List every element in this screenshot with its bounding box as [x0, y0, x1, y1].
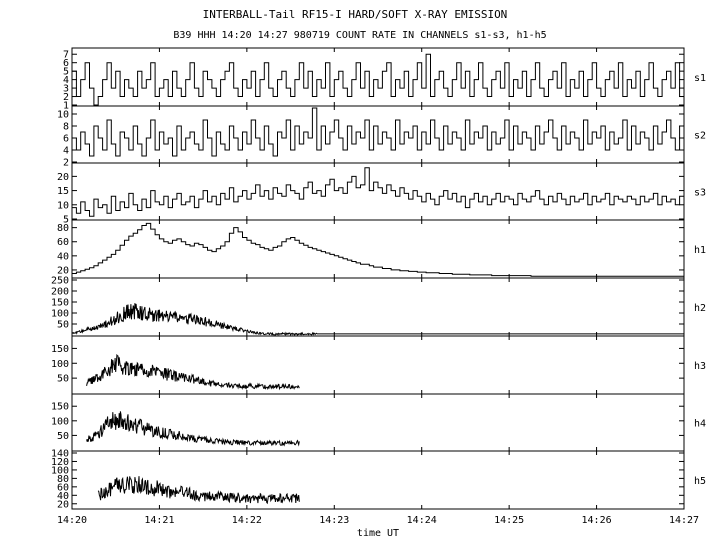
y-tick-label: 20: [57, 265, 69, 276]
y-tick-label: 20: [57, 172, 69, 183]
panel-frame: [71, 219, 685, 279]
channel-label-h3: h3: [694, 361, 706, 372]
channel-label-s3: s3: [694, 188, 706, 199]
series-h4: [86, 411, 300, 447]
y-tick-label: 50: [57, 374, 69, 385]
series-h1: [72, 222, 684, 277]
y-tick-label: 140: [51, 449, 69, 460]
panel-frame: [71, 162, 685, 221]
series-h3: [86, 353, 300, 391]
channel-label-s2: s2: [694, 131, 706, 142]
x-tick-label: 14:21: [144, 515, 174, 526]
channel-label-h1: h1: [694, 245, 706, 256]
chart-subtitle: B39 HHH 14:20 14:27 980719 COUNT RATE IN…: [173, 30, 546, 41]
panel-h1: 20 40 60 80 h1: [57, 219, 706, 279]
y-tick-label: 15: [57, 186, 69, 197]
y-tick-label: 80: [57, 474, 69, 485]
y-tick-label: 6: [63, 58, 69, 69]
panel-frame: [71, 393, 685, 452]
y-tick-label: 4: [63, 75, 69, 86]
y-tick-label: 200: [51, 287, 69, 298]
y-tick-label: 10: [57, 110, 69, 121]
y-tick-label: 8: [63, 122, 69, 133]
y-tick-label: 2: [63, 92, 69, 103]
x-tick-label: 14:24: [407, 515, 437, 526]
y-tick-label: 6: [63, 134, 69, 145]
series-s2: [72, 107, 684, 157]
y-tick-label: 250: [51, 276, 69, 287]
x-tick-label: 14:22: [232, 515, 262, 526]
y-tick-label: 3: [63, 84, 69, 95]
y-tick-label: 100: [51, 465, 69, 476]
x-tick-label: 14:23: [319, 515, 349, 526]
x-axis: 14:20 14:21 14:22 14:23 14:24 14:25 14:26 14:27: [57, 48, 699, 526]
channel-label-h2: h2: [694, 303, 706, 314]
y-tick-label: 1: [63, 101, 69, 112]
y-tick-label: 7: [63, 50, 69, 61]
series-h5: [97, 476, 300, 505]
y-tick-label: 50: [57, 431, 69, 442]
channel-label-h5: h5: [694, 476, 706, 487]
y-tick-label: 50: [57, 320, 69, 331]
panels: 1234567s1246810s25101520s320406080h15010…: [51, 47, 706, 511]
y-tick-label: 2: [63, 158, 69, 169]
y-tick-label: 80: [57, 223, 69, 234]
x-tick-label: 14:27: [669, 515, 699, 526]
series-h2: [71, 303, 684, 336]
y-tick-label: 4: [63, 146, 69, 157]
series-s3: [72, 167, 684, 217]
y-tick-label: 100: [51, 309, 69, 320]
x-tick-label: 14:25: [494, 515, 524, 526]
panel-frame: [71, 450, 685, 510]
x-axis-label: time UT: [357, 528, 399, 539]
panel-s3: 5 10 15 20 s3: [57, 162, 706, 226]
y-tick-label: 150: [51, 344, 69, 355]
y-tick-label: 60: [57, 237, 69, 248]
x-tick-label: 14:20: [57, 515, 87, 526]
panel-h4: 50 100 150 h4: [51, 393, 706, 452]
y-tick-label: 120: [51, 457, 69, 468]
y-tick-label: 5: [63, 67, 69, 78]
y-tick-label: 100: [51, 416, 69, 427]
y-tick-label: 10: [57, 200, 69, 211]
panel-frame: [71, 335, 685, 395]
y-tick-label: 40: [57, 251, 69, 262]
y-tick-label: 5: [63, 215, 69, 226]
y-tick-label: 40: [57, 491, 69, 502]
y-tick-label: 150: [51, 402, 69, 413]
panel-h3: 50 100 150 h3: [51, 335, 706, 395]
chart-title: INTERBALL-Tail RF15-I HARD/SOFT X-RAY EM…: [203, 8, 508, 21]
x-tick-label: 14:26: [582, 515, 612, 526]
panel-frame: [71, 277, 685, 337]
channel-label-s1: s1: [694, 73, 706, 84]
y-tick-label: 100: [51, 359, 69, 370]
y-tick-label: 60: [57, 482, 69, 493]
y-tick-label: 20: [57, 499, 69, 510]
y-tick-label: 150: [51, 298, 69, 309]
series-s1: [72, 53, 684, 106]
channel-label-h4: h4: [694, 419, 706, 430]
